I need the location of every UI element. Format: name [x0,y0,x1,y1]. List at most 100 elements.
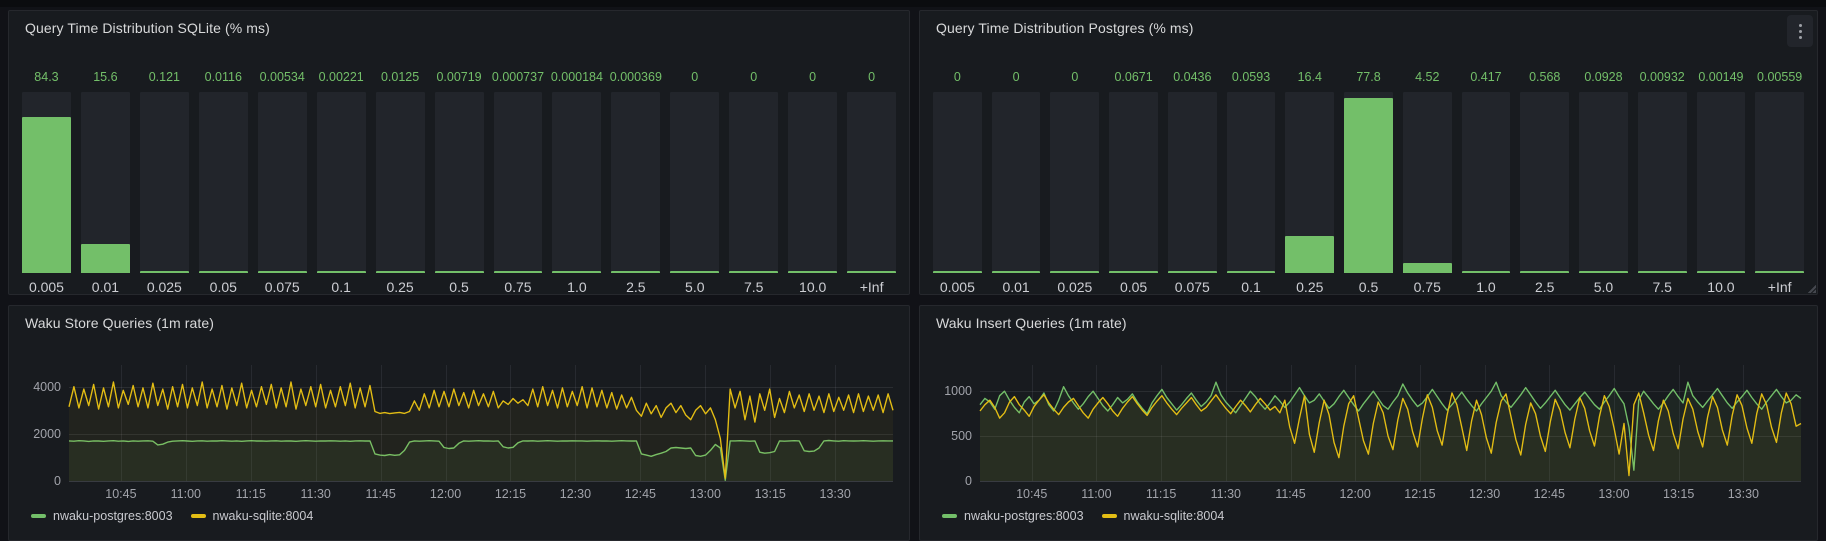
histogram-column: 0.568 2.5 [1515,46,1574,301]
x-axis-label: 11:15 [235,487,266,501]
bar-fill [1637,270,1687,273]
bucket-label: 1.0 [567,279,587,295]
plot-area [979,349,1802,482]
bar-fill [1344,98,1393,273]
bar-value-label: 0.0116 [204,70,242,84]
grid-line-x [1031,365,1033,481]
panel-header[interactable]: Waku Insert Queries (1m rate) [920,306,1817,341]
bar-track [729,92,779,273]
bar-value-label: 77.8 [1356,70,1381,84]
bucket-label: 0.005 [28,279,64,295]
legend-item[interactable]: nwaku-postgres:8003 [942,509,1084,523]
panel-title[interactable]: Query Time Distribution Postgres (% ms) [936,20,1194,36]
panel-title[interactable]: Waku Insert Queries (1m rate) [936,315,1127,331]
bar-value-label: 0.00534 [259,70,305,84]
bar-fill [1167,270,1217,273]
legend-swatch-yellow [1101,514,1117,518]
bucket-label: 7.5 [1652,279,1672,295]
bucket-label: 0.01 [1002,279,1030,295]
grid-line-x [1355,365,1357,481]
x-axis: 10:45 11:00 11:15 11:30 11:45 12:00 12:15 12:30… [980,487,1801,505]
histogram-column: 0.000737 0.75 [489,46,548,301]
series-area-nwaku-sqlite:8004 [980,393,1801,481]
x-axis-label: 12:30 [1468,487,1501,501]
grid-line-x [640,365,642,481]
bucket-label: 0.075 [1174,279,1210,295]
grid-line-x [1225,365,1227,481]
grid-line-y [980,391,1801,393]
x-axis-label: 12:45 [1533,487,1565,501]
bar-value-label: 0 [691,70,699,84]
bar-fill [1520,270,1570,273]
histogram-column: 0 7.5 [724,46,783,301]
bar-track [1226,92,1276,273]
histogram-chart: 84.3 0.005 15.6 0.01 0.121 0.025 0.0116 0.05 0.0… [9,46,909,305]
bar-track [1637,92,1687,273]
panel-header[interactable]: Waku Store Queries (1m rate) [9,306,909,341]
x-axis-label: 11:00 [1081,487,1112,501]
bar-track [493,92,543,273]
grid-line-x [575,365,577,481]
bar-track [552,92,602,273]
bucket-label: 0.75 [504,279,532,295]
bar-fill [1050,270,1100,273]
panel-menu-kebab-icon[interactable] [1787,15,1813,47]
histogram-column: 0.00559 +Inf [1750,46,1809,301]
bar-value-label: 0.568 [1529,70,1561,84]
bar-fill [670,270,720,273]
bar-fill [1461,270,1511,273]
series-area-nwaku-postgres:8003 [69,440,893,481]
bucket-label: 0.025 [1057,279,1093,295]
panel-resize-handle[interactable] [1807,284,1816,293]
bar-track [847,92,897,273]
bar-value-label: 0.00221 [318,70,364,84]
bucket-label: +Inf [859,279,884,295]
series-line-nwaku-postgres:8003 [68,439,893,482]
legend-swatch-green [942,514,957,518]
bar-value-label: 0.417 [1470,70,1502,84]
panel-title[interactable]: Waku Store Queries (1m rate) [25,315,215,331]
panel-waku-insert-queries: Waku Insert Queries (1m rate) 0 500 1000 10… [919,305,1818,541]
y-axis-label: 500 [951,429,972,444]
legend: nwaku-postgres:8003 nwaku-sqlite:8004 [942,509,1224,523]
series-line-nwaku-sqlite:8004 [68,381,894,479]
bar-value-label: 0.000184 [550,70,603,84]
bar-value-label: 0.0593 [1231,70,1271,84]
panel-header[interactable]: Query Time Distribution SQLite (% ms) [9,11,909,46]
y-axis-label: 2000 [33,426,61,441]
bar-track [316,92,366,273]
histogram-column: 0.0593 0.1 [1222,46,1281,301]
legend-item[interactable]: nwaku-sqlite:8004 [190,509,314,523]
x-axis-label: 13:00 [1598,487,1630,501]
bar-value-label: 0.00149 [1698,70,1744,84]
grid-line-y [69,433,893,435]
legend-item[interactable]: nwaku-postgres:8003 [31,509,173,523]
bar-track [670,92,720,273]
bar-value-label: 0 [1071,70,1079,84]
histogram-column: 0.0116 0.05 [194,46,253,301]
bar-fill [139,270,189,273]
bar-value-label: 0.00932 [1639,70,1685,84]
bucket-label: +Inf [1767,279,1792,295]
panel-title[interactable]: Query Time Distribution SQLite (% ms) [25,20,270,36]
bar-track [1050,92,1100,273]
bar-track [1696,92,1746,273]
series-canvas [979,381,1802,481]
bar-track [1402,92,1452,273]
bar-fill [1402,262,1452,273]
bucket-label: 0.075 [264,279,300,295]
panel-header[interactable]: Query Time Distribution Postgres (% ms) [920,11,1817,46]
legend-item[interactable]: nwaku-sqlite:8004 [1101,509,1224,523]
y-axis-label: 0 [54,474,61,488]
bar-fill [552,270,602,273]
legend-label: nwaku-sqlite:8004 [212,509,314,523]
bar-value-label: 4.52 [1415,70,1440,84]
x-axis-label: 13:15 [754,487,786,501]
bar-value-label: 0.0125 [380,70,420,84]
bar-track [22,92,71,273]
page-top-edge [0,0,1826,7]
bucket-label: 0.5 [1358,279,1379,295]
bar-fill [991,270,1041,273]
grid-line-x [445,365,447,481]
plot-area [68,349,894,482]
